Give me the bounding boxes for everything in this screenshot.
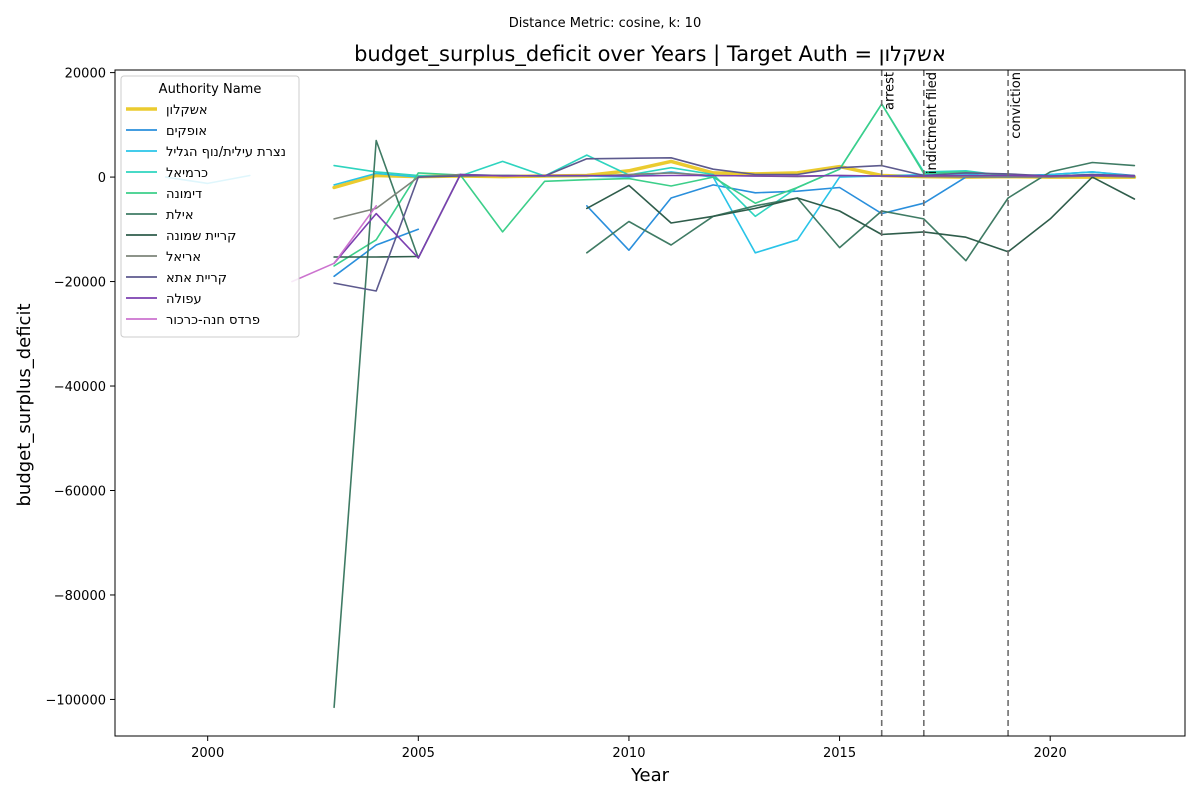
legend-label: קריית אתא xyxy=(166,271,227,286)
series-line xyxy=(333,139,462,709)
y-tick-label: −60000 xyxy=(54,484,106,499)
x-axis-label: Year xyxy=(630,765,670,786)
y-axis-ticks: −100000 −80000 −60000 −40000 −20000 0 20000 xyxy=(45,67,115,708)
y-tick-label: −40000 xyxy=(54,380,106,395)
legend-items: אשקלון אופקים נצרת עילית/נוף הגליל כרמיאל די… xyxy=(126,103,286,328)
legend-label: כרמיאל xyxy=(166,166,208,181)
series-line xyxy=(333,228,420,278)
y-tick-label: −100000 xyxy=(45,693,106,708)
chart-subtitle: Distance Metric: cosine, k: 10 xyxy=(509,16,701,31)
series-line xyxy=(333,255,420,258)
plot-series-layer xyxy=(164,103,1137,709)
series-line xyxy=(585,171,1136,251)
legend-label: אשקלון xyxy=(166,103,208,118)
chart-title: budget_surplus_deficit over Years | Targ… xyxy=(354,42,946,67)
x-tick-label: 2015 xyxy=(823,746,856,761)
y-tick-label: 0 xyxy=(98,171,106,186)
series-line xyxy=(333,173,1136,265)
series-line xyxy=(291,205,378,283)
legend-label: אילת xyxy=(166,208,194,223)
y-axis-label: budget_surplus_deficit xyxy=(14,303,35,506)
series-line xyxy=(333,157,1136,292)
legend-title: Authority Name xyxy=(159,82,262,97)
y-tick-label: −80000 xyxy=(54,589,106,604)
legend: Authority Name אשקלון אופקים נצרת עילית/נו… xyxy=(120,75,300,338)
event-markers-layer: arrest indictment filed conviction xyxy=(880,70,1024,736)
x-tick-label: 2005 xyxy=(402,746,435,761)
legend-label: פרדס חנה-כרכור xyxy=(166,313,260,328)
legend-label: אופקים xyxy=(166,124,207,139)
legend-label: דימונה xyxy=(166,187,202,202)
event-label: conviction xyxy=(1009,72,1024,139)
y-tick-label: 20000 xyxy=(65,67,106,82)
x-tick-label: 2000 xyxy=(191,746,224,761)
event-label: indictment filed xyxy=(925,72,940,174)
series-line xyxy=(585,176,1136,253)
legend-label: קריית שמונה xyxy=(166,229,236,244)
legend-box xyxy=(120,75,300,338)
y-tick-label: −20000 xyxy=(54,276,106,291)
legend-label: עפולה xyxy=(166,292,202,307)
x-tick-label: 2010 xyxy=(612,746,645,761)
plot-frame xyxy=(114,69,1186,737)
legend-label: נצרת עילית/נוף הגליל xyxy=(166,145,286,160)
legend-label: אריאל xyxy=(166,250,201,265)
event-label: arrest xyxy=(883,72,898,110)
x-tick-label: 2020 xyxy=(1034,746,1067,761)
x-axis-ticks: 2000 2005 2010 2015 2020 xyxy=(191,736,1067,761)
